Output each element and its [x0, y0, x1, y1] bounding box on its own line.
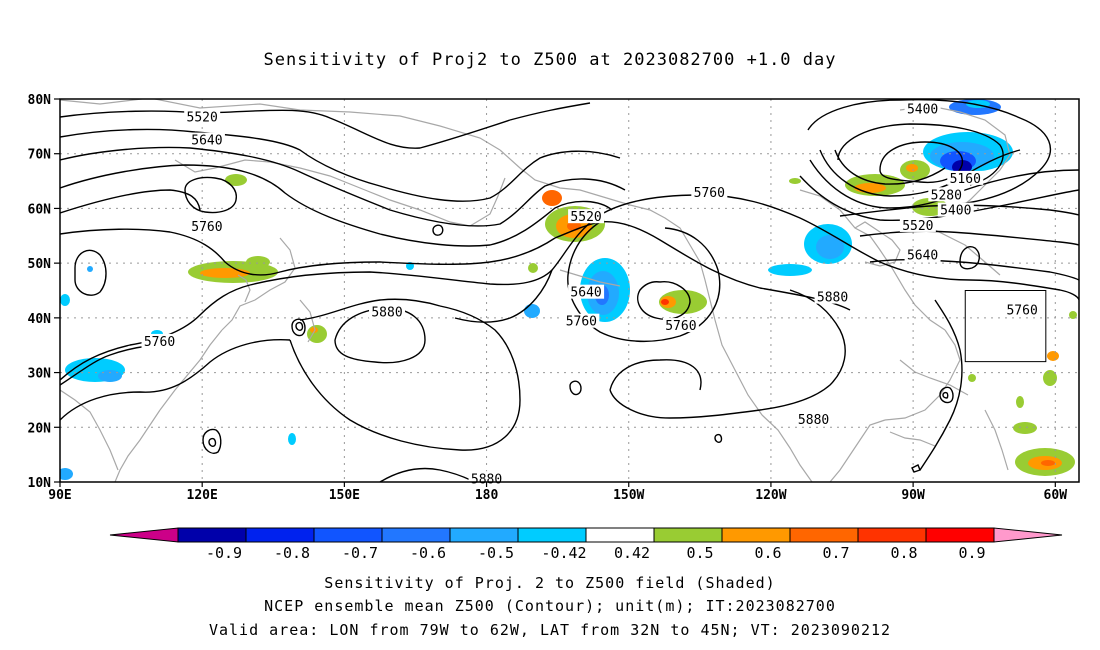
- contour-label: 5880: [471, 472, 502, 487]
- contour-label-bg: [662, 318, 699, 333]
- colorbar-swatch: [517, 527, 587, 543]
- valid-area-box: [964, 290, 1047, 363]
- contour-label: 5880: [371, 305, 402, 320]
- colorbar-swatch: [449, 527, 519, 543]
- colorbar-swatch: [245, 527, 315, 543]
- contour-label: 5760: [566, 315, 597, 330]
- lat-label: 70N: [28, 148, 52, 163]
- lat-label: 40N: [28, 312, 52, 327]
- contour-label-bg: [184, 109, 221, 124]
- contour-label: 5880: [817, 291, 848, 306]
- contour-label-bg: [899, 217, 936, 232]
- contour-label: 5760: [665, 319, 696, 334]
- contour-label: 5880: [798, 413, 829, 428]
- contour-label: 5760: [191, 220, 222, 235]
- contour-label-bg: [188, 132, 225, 147]
- colorbar-swatch: [313, 527, 383, 543]
- lon-label: 60W: [1044, 488, 1068, 503]
- caption-line-2: NCEP ensemble mean Z500 (Contour); unit(…: [264, 597, 836, 615]
- colorbar-label: -0.42: [541, 544, 586, 562]
- lon-label: 150W: [613, 488, 644, 503]
- colorbar-label: 0.42: [614, 544, 650, 562]
- contour-label-bg: [568, 284, 605, 299]
- contour-label: 5160: [950, 172, 981, 187]
- lat-label: 80N: [28, 93, 52, 108]
- contour-label: 5400: [940, 204, 971, 219]
- contour-label-bg: [188, 219, 225, 234]
- colorbar-swatch: [925, 527, 995, 543]
- contour-label: 5760: [144, 335, 175, 350]
- colorbar-label: -0.6: [410, 544, 446, 562]
- contour-label-bg: [1004, 302, 1041, 317]
- contour-label: 5280: [931, 188, 962, 203]
- lon-label: 90W: [901, 488, 925, 503]
- colorbar-label: 0.5: [686, 544, 713, 562]
- contour-label-bg: [369, 304, 406, 319]
- contour-label: 5520: [187, 111, 218, 126]
- contour-label-bg: [141, 333, 178, 348]
- colorbar-label: -0.9: [206, 544, 242, 562]
- contour-label: 5760: [1006, 304, 1037, 319]
- colorbar-swatch: [721, 527, 791, 543]
- contour-label: 5520: [902, 219, 933, 234]
- colorbar-label: 0.8: [890, 544, 917, 562]
- lat-label: 20N: [28, 421, 52, 436]
- contour-label-bg: [568, 209, 605, 224]
- colorbar-label: -0.8: [274, 544, 310, 562]
- sensitivity-shading: [60, 99, 1077, 480]
- lat-label: 50N: [28, 257, 52, 272]
- contour-label-bg: [691, 185, 728, 200]
- contour-label: 5520: [570, 210, 601, 225]
- colorbar-swatch: [381, 527, 451, 543]
- colorbar-swatch: [789, 527, 859, 543]
- contour-label-bg: [904, 247, 941, 262]
- lat-label: 60N: [28, 202, 52, 217]
- contour-label-bg: [563, 313, 600, 328]
- colorbar-swatch: [177, 527, 247, 543]
- colorbar-swatch: [653, 527, 723, 543]
- contour-label-bg: [928, 187, 965, 202]
- contour-labels: 5520 5640 5760 5760 5880 5880 5520 5640 5760 5760…: [141, 101, 1041, 487]
- colorbar: -0.9 -0.8 -0.7 -0.6 -0.5 -0.42 0.42 0.5 0.6 0.7 0.…: [109, 527, 1063, 562]
- plot-frame: [59, 98, 1080, 483]
- colorbar-swatch: [585, 527, 655, 543]
- lat-label: 10N: [28, 476, 52, 491]
- lat-label: 30N: [28, 367, 52, 382]
- contour-label-bg: [904, 101, 941, 116]
- colorbar-low-extend: [109, 527, 179, 543]
- coastlines: [60, 99, 1011, 482]
- colorbar-swatch: [857, 527, 927, 543]
- colorbar-label: -0.7: [342, 544, 378, 562]
- contour-label: 5640: [907, 248, 938, 263]
- contour-label: 5640: [191, 134, 222, 149]
- caption-line-3: Valid area: LON from 79W to 62W, LAT fro…: [208, 621, 892, 639]
- contour-label-bg: [947, 170, 984, 185]
- lon-label: 180: [475, 488, 499, 503]
- lon-label: 150E: [329, 488, 360, 503]
- colorbar-high-extend: [993, 527, 1063, 543]
- colorbar-label: 0.9: [958, 544, 985, 562]
- colorbar-label: 0.7: [822, 544, 849, 562]
- contour-label-bg: [937, 202, 974, 217]
- chart-title: Sensitivity of Proj2 to Z500 at 20230827…: [263, 50, 837, 70]
- lon-label: 90E: [48, 488, 71, 503]
- lon-label: 120E: [187, 488, 218, 503]
- contour-label-bg: [814, 289, 851, 304]
- contour-label: 5640: [570, 286, 601, 301]
- caption-line-1: Sensitivity of Proj. 2 to Z500 field (Sh…: [324, 574, 776, 592]
- contour-label: 5400: [907, 102, 938, 117]
- contour-label: 5760: [694, 186, 725, 201]
- lon-label: 120W: [755, 488, 786, 503]
- contour-label-bg: [795, 412, 832, 427]
- colorbar-label: -0.5: [478, 544, 514, 562]
- colorbar-label: 0.6: [754, 544, 781, 562]
